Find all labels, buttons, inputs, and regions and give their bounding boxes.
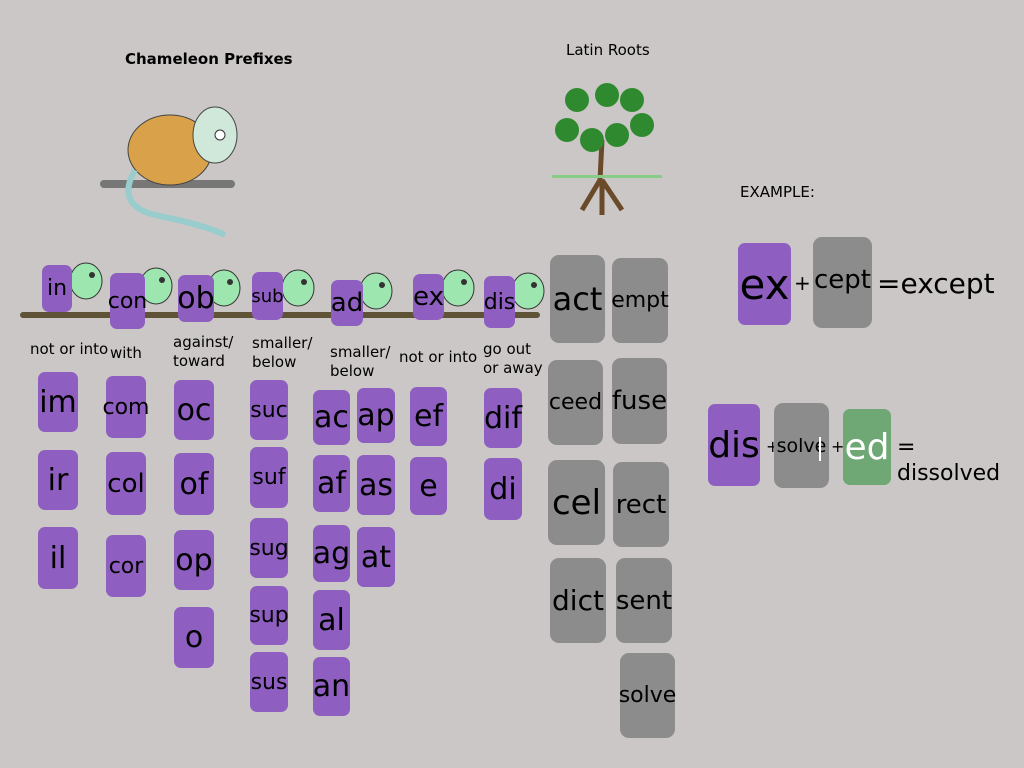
plus-sign: + — [794, 271, 811, 295]
root-tile-fuse[interactable]: fuse — [612, 358, 667, 444]
latin-roots-title: Latin Roots — [566, 41, 650, 59]
prefix-tile-at[interactable]: at — [357, 527, 395, 587]
meaning-ad: smaller/ below — [330, 343, 391, 380]
prefix-tile-sus[interactable]: sus — [250, 652, 288, 712]
prefix-tile-il[interactable]: il — [38, 527, 78, 589]
prefix-tile-al[interactable]: al — [313, 590, 350, 650]
example-result-except: =except — [877, 267, 995, 300]
example-root-cept[interactable]: cept — [813, 237, 872, 328]
prefix-tile-ir[interactable]: ir — [38, 450, 78, 510]
meaning-ob: against/ toward — [173, 333, 234, 370]
root-tile-cel[interactable]: cel — [548, 460, 605, 545]
meaning-dis: go out or away — [483, 340, 543, 377]
plus-sign: + — [831, 437, 845, 456]
chameleon-icon — [511, 272, 545, 310]
prefix-tile-o[interactable]: o — [174, 607, 214, 668]
prefix-tile-sug[interactable]: sug — [249, 518, 289, 578]
chameleon-illustration — [100, 106, 238, 238]
prefix-tile-com[interactable]: com — [103, 376, 150, 438]
prefix-tile-ad[interactable]: ad — [331, 280, 363, 326]
tree-illustration — [552, 83, 662, 215]
prefix-tile-e[interactable]: e — [410, 457, 447, 515]
example-label: EXAMPLE: — [740, 183, 815, 201]
prefix-tile-ac[interactable]: ac — [313, 390, 350, 445]
chameleon-icon — [441, 269, 475, 307]
prefix-tile-oc[interactable]: oc — [174, 380, 214, 440]
prefix-tile-ef[interactable]: ef — [410, 387, 447, 446]
meaning-sub: smaller/ below — [252, 334, 313, 371]
prefix-tile-as[interactable]: as — [357, 455, 395, 515]
root-tile-dict[interactable]: dict — [550, 558, 606, 643]
prefix-tile-an[interactable]: an — [313, 657, 350, 716]
meaning-in: not or into — [30, 340, 109, 358]
prefix-tile-dif[interactable]: dif — [484, 388, 522, 448]
prefix-tile-col[interactable]: col — [106, 452, 146, 515]
prefix-tile-di[interactable]: di — [484, 458, 522, 520]
prefix-tile-sup[interactable]: sup — [249, 586, 289, 645]
prefix-tile-af[interactable]: af — [313, 455, 350, 512]
example-result-dissolved: = dissolved — [897, 435, 1001, 486]
meaning-ex: not or into — [399, 348, 478, 366]
prefix-tile-sub[interactable]: sub — [251, 272, 284, 320]
example-suffix-ed[interactable]: ed — [843, 409, 891, 485]
text-cursor — [819, 437, 821, 461]
prefix-tile-suc[interactable]: suc — [250, 380, 288, 440]
prefix-tile-ob[interactable]: ob — [177, 275, 215, 322]
prefix-tile-dis[interactable]: dis — [484, 276, 515, 328]
chameleon-icon — [359, 272, 393, 310]
root-tile-sent[interactable]: sent — [616, 558, 672, 643]
chameleon-icon — [69, 262, 103, 300]
chameleon-prefixes-title: Chameleon Prefixes — [125, 50, 293, 68]
prefix-tile-im[interactable]: im — [38, 372, 78, 432]
root-tile-empt[interactable]: empt — [611, 258, 669, 343]
meaning-con: with — [110, 344, 142, 362]
root-tile-ceed[interactable]: ceed — [548, 360, 603, 445]
example-prefix-dis[interactable]: dis — [708, 404, 760, 486]
prefix-tile-ex[interactable]: ex — [413, 274, 444, 320]
prefix-tile-ap[interactable]: ap — [357, 388, 395, 443]
prefix-tile-in[interactable]: in — [42, 265, 72, 312]
prefix-tile-of[interactable]: of — [174, 453, 214, 515]
root-tile-rect[interactable]: rect — [613, 462, 669, 547]
chameleon-icon — [281, 269, 315, 307]
prefix-tile-con[interactable]: con — [108, 273, 147, 329]
root-tile-act[interactable]: act — [550, 255, 605, 343]
example-prefix-ex[interactable]: ex — [738, 243, 791, 325]
prefix-tile-ag[interactable]: ag — [313, 525, 350, 582]
prefix-tile-op[interactable]: op — [174, 530, 214, 590]
prefix-tile-cor[interactable]: cor — [106, 535, 146, 597]
prefix-tile-suf[interactable]: suf — [250, 447, 288, 508]
root-tile-solve[interactable]: solve — [619, 653, 676, 738]
